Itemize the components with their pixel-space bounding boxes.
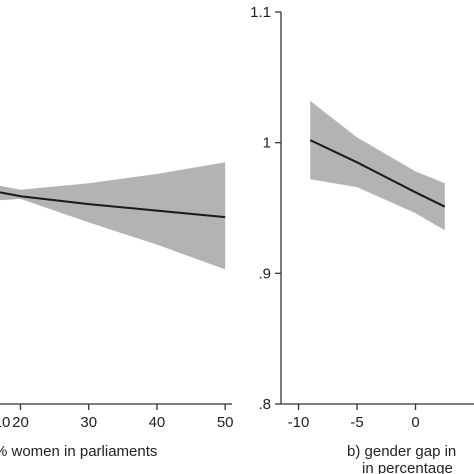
panel-b-y-ticks: .8 .9 1 1.1 [250, 4, 281, 413]
panel-b-y-tick-label-0: .8 [258, 396, 271, 413]
panel-b-x-axis-title: b) gender gap in [347, 443, 456, 460]
panel-b-x-ticks: -10 -5 0 [288, 404, 420, 431]
panel-b-y-tick-label-3: 1.1 [250, 4, 271, 21]
panel-a: 20 30 40 50 10 % women in parliaments [0, 162, 234, 460]
panel-b: -10 -5 0 .8 .9 1 1.1 b) gender gap in in perc… [250, 4, 474, 474]
panel-a-x-ticks: 20 30 40 50 [12, 404, 234, 431]
panel-b-x-axis-title-line2: in percentage [362, 460, 453, 474]
panel-b-fitted-line [309, 139, 446, 208]
panel-b-x-tick-label-1: -5 [350, 414, 363, 431]
panel-a-x-tick-label-1: 30 [80, 414, 97, 431]
panel-b-y-tick-label-1: .9 [258, 265, 271, 282]
panel-b-y-tick-label-2: 1 [263, 135, 271, 152]
panel-a-x-tick-label-3: 50 [217, 414, 234, 431]
panel-a-fitted-line [0, 191, 226, 219]
panel-b-confidence-band [310, 100, 445, 231]
panel-a-x-tick-label-2: 40 [149, 414, 166, 431]
panel-a-x-axis-title: % women in parliaments [0, 443, 157, 460]
panel-a-x-tick-label-0: 20 [12, 414, 29, 431]
panel-a-x-tick-label-leading: 10 [0, 414, 10, 431]
panel-b-x-tick-label-0: -10 [288, 414, 310, 431]
panel-a-confidence-band [0, 162, 226, 270]
panel-b-x-tick-label-2: 0 [411, 414, 419, 431]
